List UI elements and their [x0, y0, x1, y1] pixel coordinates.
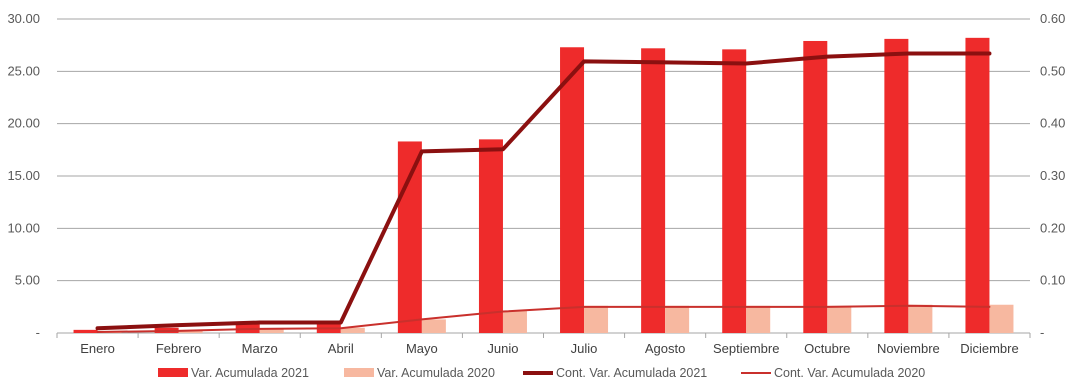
bar	[421, 319, 446, 333]
bars	[73, 37, 1014, 334]
gridlines	[56, 18, 1031, 338]
bar	[746, 305, 771, 333]
x-tick-label: Agosto	[645, 341, 685, 356]
x-tick-label: Septiembre	[713, 341, 779, 356]
bar	[965, 37, 990, 334]
x-tick-label: Febrero	[156, 341, 202, 356]
legend-label: Var. Acumulada 2021	[191, 366, 309, 380]
y-right-tick-label: 0.30	[1040, 168, 1065, 183]
y-right-tick-label: 0.20	[1040, 220, 1065, 235]
bar	[259, 328, 284, 333]
bar	[397, 141, 422, 333]
bar	[803, 40, 828, 333]
y-left-tick-label: 20.00	[7, 116, 40, 131]
x-tick-label: Junio	[487, 341, 518, 356]
y-right-tick-label: 0.60	[1040, 11, 1065, 26]
bar	[665, 305, 690, 333]
bar	[722, 49, 747, 333]
bar	[827, 305, 852, 333]
y-left-tick-label: 25.00	[7, 63, 40, 78]
bar	[884, 38, 909, 334]
bar	[478, 139, 503, 333]
y-left-tick-label: 5.00	[15, 273, 40, 288]
x-tick-label: Octubre	[804, 341, 850, 356]
x-tick-label: Diciembre	[960, 341, 1019, 356]
bar	[340, 327, 365, 333]
axis-labels: - - 5.00 0.10 10.00 0.20 15.00 0.30 20.00 0.40 25.…	[7, 11, 1065, 356]
legend-label: Var. Acumulada 2020	[377, 366, 495, 380]
bar	[989, 304, 1014, 333]
series-line	[96, 304, 991, 333]
bar	[502, 311, 527, 333]
legend-swatch	[344, 368, 374, 377]
lines	[95, 51, 992, 333]
y-right-tick-label: 0.40	[1040, 116, 1065, 131]
y-right-tick-label: 0.50	[1040, 63, 1065, 78]
legend-swatch	[158, 368, 188, 377]
x-tick-label: Noviembre	[877, 341, 940, 356]
y-left-tick-label: -	[36, 325, 40, 340]
y-left-tick-label: 10.00	[7, 220, 40, 235]
x-tick-label: Abril	[328, 341, 354, 356]
y-right-tick-label: -	[1040, 325, 1044, 340]
y-left-tick-label: 15.00	[7, 168, 40, 183]
bar	[584, 305, 609, 333]
bar	[908, 304, 933, 333]
legend-label: Cont. Var. Acumulada 2021	[556, 366, 707, 380]
bar	[560, 47, 585, 333]
bar	[73, 329, 98, 333]
y-left-tick-label: 30.00	[7, 11, 40, 26]
legend: Var. Acumulada 2021 Var. Acumulada 2020 Co…	[158, 366, 925, 380]
x-tick-label: Enero	[80, 341, 115, 356]
bar	[641, 48, 666, 333]
series-line	[95, 51, 992, 331]
legend-label: Cont. Var. Acumulada 2020	[774, 366, 925, 380]
x-tick-label: Mayo	[406, 341, 438, 356]
x-tick-label: Julio	[571, 341, 598, 356]
y-right-tick-label: 0.10	[1040, 273, 1065, 288]
x-tick-label: Marzo	[242, 341, 278, 356]
